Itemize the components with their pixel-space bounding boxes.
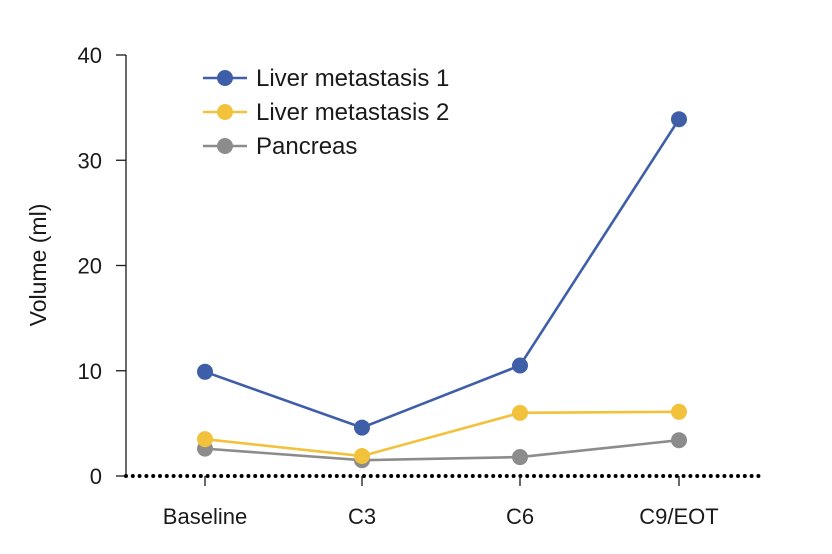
data-point [512, 357, 528, 374]
y-tick-label: 40 [78, 43, 102, 68]
x-tick-label: C9/EOT [639, 504, 718, 529]
legend-item: Pancreas [203, 133, 357, 160]
legend-label: Liver metastasis 2 [256, 99, 449, 126]
series-layer [197, 111, 687, 469]
data-point [354, 419, 370, 436]
legend-marker [217, 70, 233, 86]
data-point [671, 432, 687, 449]
x-axis: Baseline C3 C6 C9/EOT [124, 474, 762, 529]
legend-label: Liver metastasis 1 [256, 65, 449, 92]
data-point [197, 431, 213, 448]
data-point [512, 404, 528, 421]
y-axis: 0 10 20 30 40 [78, 43, 127, 489]
data-point [197, 363, 213, 380]
legend-item: Liver metastasis 1 [203, 65, 449, 92]
series-line [204, 118, 681, 429]
legend-marker [217, 104, 233, 120]
series-liver-metastasis-1 [197, 111, 687, 436]
data-point [671, 403, 687, 420]
series-line [204, 410, 680, 458]
data-point [671, 111, 687, 128]
y-tick-label: 0 [90, 464, 102, 489]
legend: Liver metastasis 1 Liver metastasis 2 Panc… [203, 65, 449, 160]
x-tick-label: C3 [348, 504, 376, 529]
legend-item: Liver metastasis 2 [203, 99, 449, 126]
series-pancreas [197, 432, 687, 469]
x-tick-label: C6 [506, 504, 534, 529]
data-point [354, 448, 370, 465]
y-axis-title: Volume (ml) [25, 204, 51, 327]
y-tick-label: 20 [78, 254, 102, 279]
series-line [204, 438, 680, 462]
y-tick-label: 10 [78, 359, 102, 384]
series-liver-metastasis-2 [197, 403, 687, 465]
legend-marker [217, 138, 233, 154]
x-tick-label: Baseline [163, 504, 247, 529]
y-tick-label: 30 [78, 148, 102, 173]
legend-label: Pancreas [256, 133, 357, 160]
data-point [512, 449, 528, 466]
